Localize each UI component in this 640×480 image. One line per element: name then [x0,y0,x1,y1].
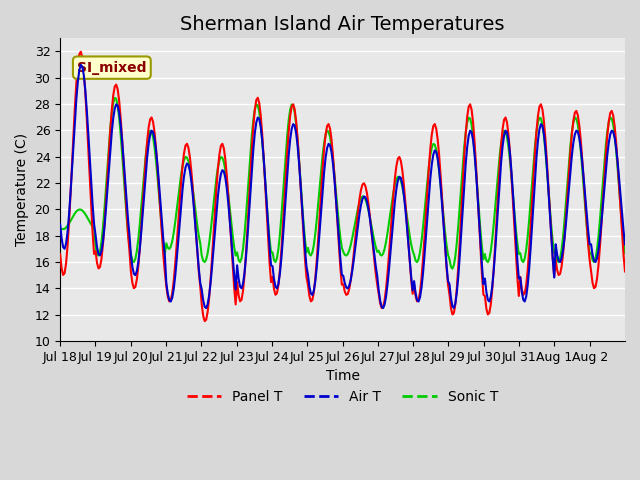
Y-axis label: Temperature (C): Temperature (C) [15,133,29,246]
X-axis label: Time: Time [326,370,360,384]
Legend: Panel T, Air T, Sonic T: Panel T, Air T, Sonic T [181,385,504,410]
Title: Sherman Island Air Temperatures: Sherman Island Air Temperatures [180,15,505,34]
Text: SI_mixed: SI_mixed [77,60,147,75]
